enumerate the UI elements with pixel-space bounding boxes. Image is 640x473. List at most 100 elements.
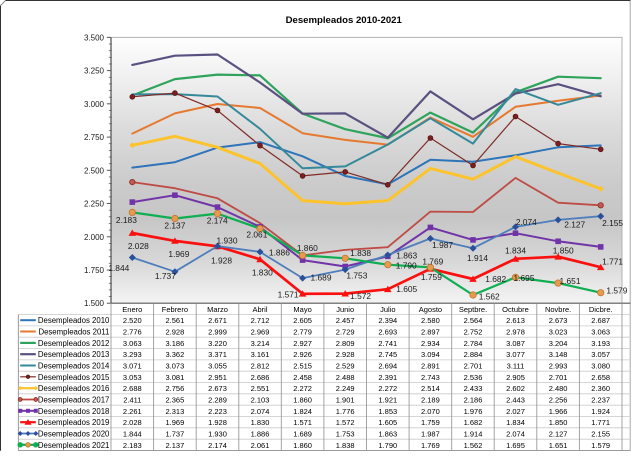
svg-text:2.564: 2.564: [464, 316, 483, 325]
svg-text:2.074: 2.074: [251, 407, 270, 416]
svg-text:Desempleados 2021: Desempleados 2021: [38, 441, 110, 450]
svg-text:1.830: 1.830: [252, 268, 273, 278]
svg-text:1.605: 1.605: [378, 418, 397, 427]
svg-text:1.928: 1.928: [208, 418, 227, 427]
svg-text:2.934: 2.934: [421, 339, 440, 348]
svg-text:Mayo: Mayo: [293, 305, 311, 314]
svg-text:1.579: 1.579: [591, 441, 610, 450]
svg-text:Octubre: Octubre: [502, 305, 529, 314]
svg-text:2.458: 2.458: [293, 373, 312, 382]
svg-text:2.289: 2.289: [208, 396, 227, 405]
svg-text:1.572: 1.572: [350, 291, 371, 301]
svg-text:3.362: 3.362: [166, 350, 185, 359]
svg-text:Desempleados 2011: Desempleados 2011: [38, 328, 109, 337]
svg-text:Desempleados 2010: Desempleados 2010: [38, 316, 110, 325]
svg-text:2.272: 2.272: [293, 384, 312, 393]
svg-text:1.834: 1.834: [506, 418, 525, 427]
svg-text:1.850: 1.850: [549, 418, 568, 427]
svg-text:2.261: 2.261: [123, 407, 142, 416]
svg-text:3.081: 3.081: [166, 373, 185, 382]
svg-text:2.520: 2.520: [123, 316, 142, 325]
svg-text:1.914: 1.914: [464, 430, 483, 439]
svg-text:1.500: 1.500: [84, 299, 105, 308]
svg-text:2.605: 2.605: [293, 316, 312, 325]
svg-text:1.969: 1.969: [168, 249, 189, 259]
svg-text:Junio: Junio: [336, 305, 354, 314]
svg-text:1.860: 1.860: [293, 441, 312, 450]
svg-text:3.087: 3.087: [506, 339, 525, 348]
svg-text:1.753: 1.753: [336, 430, 355, 439]
svg-text:2.673: 2.673: [208, 384, 227, 393]
svg-text:2.999: 2.999: [208, 328, 227, 337]
svg-text:1.886: 1.886: [251, 430, 270, 439]
svg-text:2.155: 2.155: [602, 218, 623, 228]
svg-text:Desempleados 2016: Desempleados 2016: [38, 384, 110, 393]
svg-text:3.094: 3.094: [421, 350, 440, 359]
svg-text:3.071: 3.071: [123, 362, 142, 371]
svg-text:2.155: 2.155: [591, 430, 610, 439]
svg-text:3.193: 3.193: [591, 339, 610, 348]
svg-text:2.905: 2.905: [506, 373, 525, 382]
svg-text:1.682: 1.682: [485, 274, 506, 284]
svg-text:2.741: 2.741: [378, 339, 397, 348]
svg-text:Novbre.: Novbre.: [545, 305, 571, 314]
svg-text:2.712: 2.712: [251, 316, 270, 325]
svg-text:2.784: 2.784: [464, 339, 483, 348]
svg-text:2.074: 2.074: [516, 217, 537, 227]
svg-text:2.602: 2.602: [506, 384, 525, 393]
svg-text:1.695: 1.695: [506, 441, 525, 450]
svg-text:1.928: 1.928: [211, 256, 232, 266]
svg-text:2.993: 2.993: [549, 362, 568, 371]
svg-text:Desempleados 2013: Desempleados 2013: [38, 350, 110, 359]
svg-text:2.183: 2.183: [123, 441, 142, 450]
svg-text:2.729: 2.729: [336, 328, 355, 337]
svg-text:1.987: 1.987: [432, 240, 453, 250]
svg-text:3.023: 3.023: [549, 328, 568, 337]
svg-text:2.927: 2.927: [293, 339, 312, 348]
svg-text:2.613: 2.613: [506, 316, 525, 325]
svg-text:2.137: 2.137: [164, 220, 185, 230]
svg-text:3.077: 3.077: [506, 350, 525, 359]
svg-text:1.838: 1.838: [336, 441, 355, 450]
svg-text:2.443: 2.443: [506, 396, 525, 405]
svg-text:2.028: 2.028: [123, 418, 142, 427]
svg-text:1.695: 1.695: [514, 273, 535, 283]
svg-text:3.220: 3.220: [208, 339, 227, 348]
svg-text:2.969: 2.969: [251, 328, 270, 337]
svg-text:2.671: 2.671: [208, 316, 227, 325]
svg-text:2.183: 2.183: [116, 215, 137, 225]
svg-text:2.174: 2.174: [207, 216, 228, 226]
svg-text:1.824: 1.824: [293, 407, 312, 416]
svg-text:3.186: 3.186: [166, 339, 185, 348]
svg-text:2.061: 2.061: [251, 441, 270, 450]
svg-text:1.830: 1.830: [251, 418, 270, 427]
svg-text:1.863: 1.863: [378, 430, 397, 439]
svg-text:2.061: 2.061: [246, 230, 267, 240]
svg-text:2.433: 2.433: [464, 384, 483, 393]
svg-text:Julio: Julio: [380, 305, 395, 314]
svg-text:1.863: 1.863: [396, 250, 417, 260]
svg-text:1.562: 1.562: [479, 291, 500, 301]
svg-text:1.769: 1.769: [421, 441, 440, 450]
svg-text:1.579: 1.579: [606, 286, 627, 296]
svg-text:2.779: 2.779: [293, 328, 312, 337]
svg-text:1.682: 1.682: [464, 418, 483, 427]
svg-text:3.250: 3.250: [84, 67, 105, 76]
svg-text:2.360: 2.360: [591, 384, 610, 393]
svg-text:2.978: 2.978: [506, 328, 525, 337]
svg-text:1.844: 1.844: [123, 430, 142, 439]
svg-text:3.080: 3.080: [591, 362, 610, 371]
svg-text:2.809: 2.809: [336, 339, 355, 348]
svg-text:2.561: 2.561: [166, 316, 185, 325]
svg-text:2.137: 2.137: [166, 441, 185, 450]
svg-text:2.028: 2.028: [128, 241, 149, 251]
svg-text:1.901: 1.901: [336, 396, 355, 405]
svg-text:2.928: 2.928: [166, 328, 185, 337]
svg-text:2.536: 2.536: [464, 373, 483, 382]
svg-text:1.771: 1.771: [602, 256, 623, 266]
svg-text:3.148: 3.148: [549, 350, 568, 359]
svg-text:2.074: 2.074: [506, 430, 525, 439]
svg-text:2.812: 2.812: [251, 362, 270, 371]
svg-text:1.759: 1.759: [421, 418, 440, 427]
svg-text:2.272: 2.272: [378, 384, 397, 393]
